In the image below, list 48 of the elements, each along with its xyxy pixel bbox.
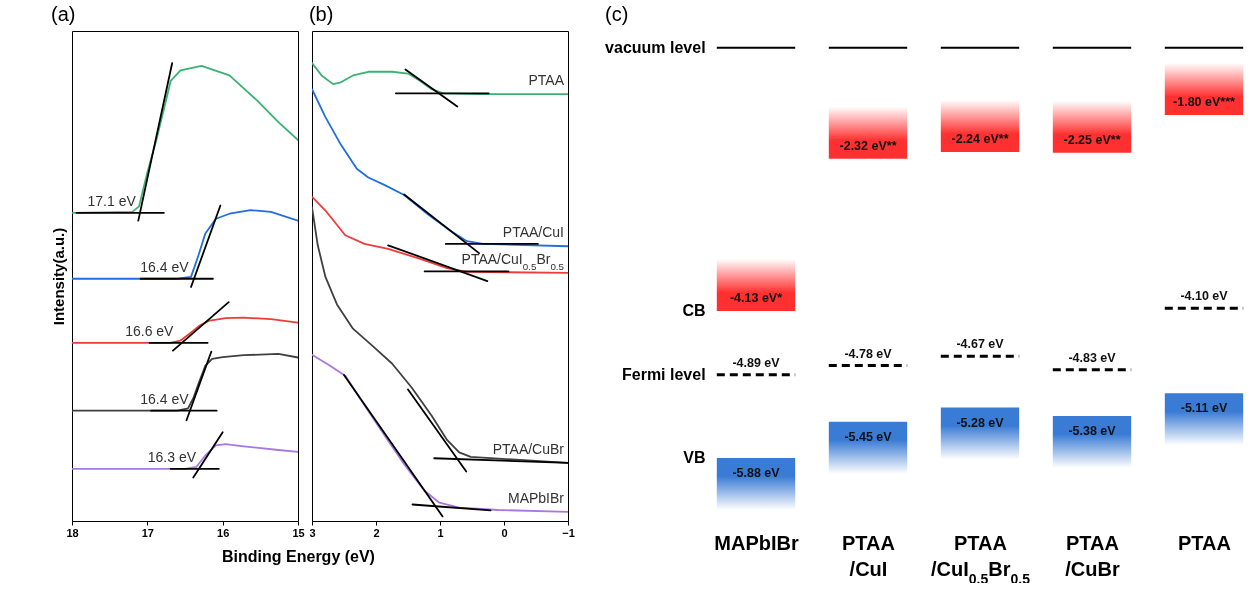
series-label: PTAA/CuBr	[492, 440, 565, 457]
annotation: 16.4 eV	[140, 258, 190, 275]
data-label: -1.80 eV***	[1173, 95, 1236, 110]
data-label: -2.24 eV**	[951, 132, 1009, 147]
annotation: 16.6 eV	[125, 322, 175, 339]
data-label: -2.32 eV**	[839, 138, 897, 153]
data-label: -5.28 eV	[956, 415, 1005, 430]
data-label: -4.67 eV	[956, 337, 1005, 352]
x-tick-label: 1	[437, 526, 444, 539]
series-label: PTAA/CuI	[502, 224, 564, 241]
series-label: MAPbIBr	[507, 489, 565, 506]
chart-title: (b)	[308, 3, 334, 25]
annotation: 16.4 eV	[140, 390, 190, 407]
x-tick-label: 0	[501, 526, 508, 539]
data-label: -4.89 eV	[732, 355, 781, 370]
x-tick-label: −1	[562, 526, 575, 539]
data-label: -5.38 eV	[1068, 423, 1117, 438]
data-label: -5.11 eV	[1180, 401, 1228, 416]
x-tick-label: 15	[292, 526, 305, 539]
data-label: -4.13 eV*	[729, 290, 783, 305]
x-tick-label: 17	[141, 526, 154, 539]
y-axis-title: Intensity(a.u.)	[49, 227, 67, 326]
x-axis-title: Binding Energy (eV)	[222, 547, 375, 565]
series-label: VB	[683, 448, 706, 466]
x-tick-label: 16	[217, 526, 230, 539]
text: vacuum level	[605, 38, 706, 56]
chart-title: (a)	[51, 3, 76, 25]
series-label: PTAA/CuI$_{0.5}$Br$_{0.5}$	[461, 250, 565, 272]
annotation: 17.1 eV	[87, 192, 137, 209]
category-label: PTAA/CuBr	[1065, 531, 1120, 580]
data-label: -5.88 eV	[732, 465, 781, 480]
category-label: PTAA/CuI$_{0.5}$Br$_{0.5}$	[931, 531, 1031, 587]
x-tick-label: 3	[309, 526, 316, 539]
data-label: -4.10 eV	[1180, 289, 1229, 304]
text: (c)	[605, 3, 629, 25]
annotation: 16.3 eV	[147, 448, 197, 465]
x-tick-label: 18	[66, 526, 79, 539]
category-label: PTAA	[1178, 531, 1231, 554]
x-tick-label: 2	[373, 526, 380, 539]
series-label: PTAA	[528, 72, 565, 89]
data-label: -4.78 eV	[844, 346, 893, 361]
data-label: -5.45 eV	[844, 429, 893, 444]
category-label: MAPbIBr	[714, 531, 799, 554]
data-label: -4.83 eV	[1068, 350, 1117, 365]
series-label: CB	[682, 301, 706, 319]
data-label: -2.25 eV**	[1063, 132, 1121, 147]
legend-label: Fermi level	[621, 365, 706, 383]
category-label: PTAA/CuI	[842, 531, 895, 580]
